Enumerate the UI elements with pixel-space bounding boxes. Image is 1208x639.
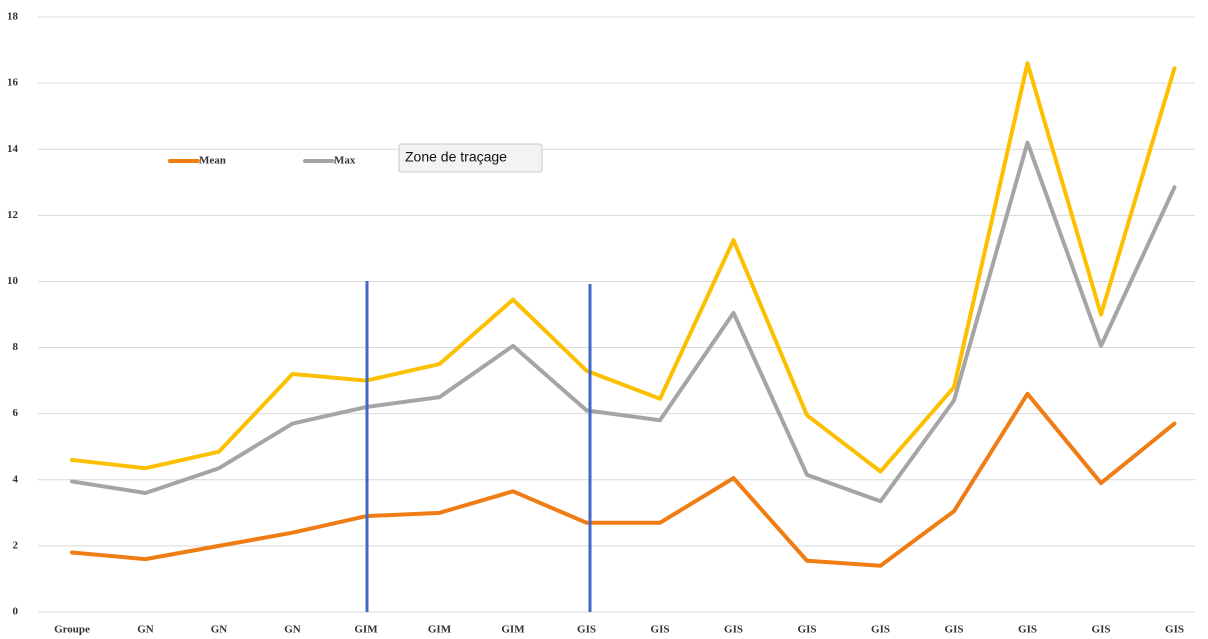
- x-tick-label: GIM: [501, 624, 525, 636]
- x-tick-label: GN: [137, 624, 154, 636]
- x-tick-label: GIS: [798, 624, 817, 636]
- x-tick-label: GIS: [724, 624, 743, 636]
- y-tick-label: 12: [7, 209, 19, 221]
- y-tick-label: 4: [13, 473, 19, 485]
- y-tick-label: 10: [7, 275, 19, 287]
- x-tick-label: GIM: [354, 624, 378, 636]
- tooltip-box: [398, 143, 543, 173]
- tooltip: Zone de traçage: [398, 143, 543, 173]
- x-tick-label: Groupe: [54, 624, 90, 636]
- y-tick-label: 18: [7, 11, 19, 23]
- series-line: [70, 61, 1177, 474]
- tooltip-text: Zone de traçage: [405, 149, 507, 165]
- x-tick-label: GN: [211, 624, 228, 636]
- x-tick-label: GIS: [945, 624, 964, 636]
- y-tick-label: 6: [13, 407, 19, 419]
- x-tick-label: GIS: [871, 624, 890, 636]
- series-line: [70, 140, 1177, 504]
- legend-label: Max: [334, 155, 356, 167]
- y-tick-label: 2: [13, 539, 19, 551]
- x-tick-label: GIM: [428, 624, 452, 636]
- x-tick-label: GIS: [1165, 624, 1184, 636]
- y-tick-label: 16: [7, 77, 19, 89]
- x-tick-label: GIS: [651, 624, 670, 636]
- legend-label: Mean: [199, 155, 226, 167]
- y-tick-label: 0: [13, 606, 19, 618]
- y-tick-label: 8: [13, 341, 19, 353]
- series-line: [70, 391, 1177, 568]
- x-tick-label: GIS: [577, 624, 596, 636]
- y-tick-label: 14: [7, 143, 19, 155]
- x-tick-label: GIS: [1018, 624, 1037, 636]
- x-tick-label: GN: [284, 624, 301, 636]
- x-tick-label: GIS: [1092, 624, 1111, 636]
